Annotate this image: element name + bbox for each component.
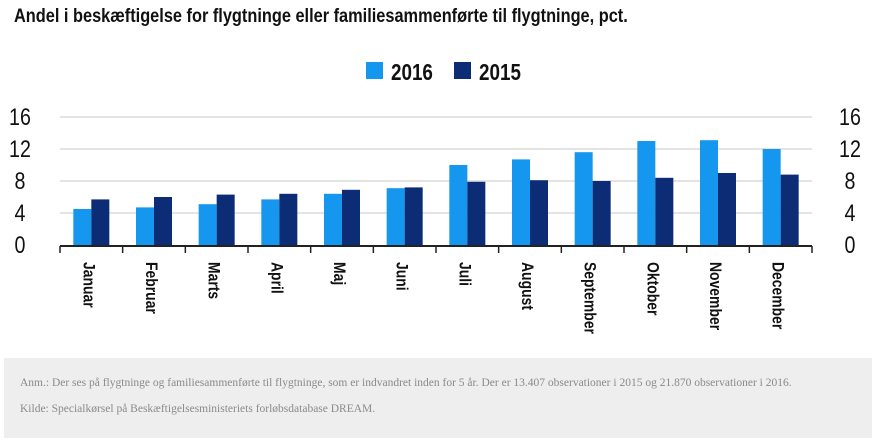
x-tick-label-april: April xyxy=(267,262,286,294)
x-axis xyxy=(59,245,813,253)
x-tick-label-december: December xyxy=(768,262,787,329)
y-tick-label-right: 12 xyxy=(839,135,861,162)
bar-2015-maj xyxy=(342,189,360,245)
x-tick-label-oktober: Oktober xyxy=(643,262,662,315)
legend-swatch-2015 xyxy=(454,62,471,79)
legend-swatch-2016 xyxy=(366,62,383,79)
bar-2015-august xyxy=(530,180,548,245)
x-tick-labels: Januar Februar Marts April Maj Juni Juli August… xyxy=(79,262,787,334)
bar-2015-april xyxy=(279,193,298,245)
bar-2015-marts xyxy=(216,194,235,245)
y-tick-label-left: 4 xyxy=(15,199,26,226)
y-tick-label-left: 16 xyxy=(9,103,31,130)
note-text: Anm.: Der ses på flygtninge og familiesa… xyxy=(20,377,792,389)
chart-title: Andel i beskæftigelse for flygtninge ell… xyxy=(14,6,628,27)
bar-2016-februar xyxy=(136,207,154,245)
bar-2015-juli xyxy=(467,181,486,245)
bar-2016-juni xyxy=(386,188,405,245)
bar-2016-december xyxy=(762,149,781,245)
bar-2016-november xyxy=(700,140,718,245)
bar-2016-oktober xyxy=(637,141,656,245)
bar-2015-februar xyxy=(154,197,172,245)
y-axis-left: 0 4 8 12 16 xyxy=(9,103,31,258)
bar-2015-september xyxy=(592,181,611,245)
y-tick-label-right: 0 xyxy=(845,231,856,258)
y-tick-label-right: 16 xyxy=(839,103,861,130)
bar-2016-september xyxy=(574,152,593,245)
bars xyxy=(73,140,799,245)
y-tick-label-left: 0 xyxy=(15,231,26,258)
bar-2015-juni xyxy=(404,187,423,245)
x-tick-label-marts: Marts xyxy=(204,262,223,299)
y-tick-label-left: 12 xyxy=(9,135,31,162)
bar-2016-marts xyxy=(198,204,217,245)
x-tick-label-september: September xyxy=(580,262,599,334)
bar-2015-november xyxy=(718,173,736,245)
bar-2016-april xyxy=(261,199,280,245)
bar-2016-august xyxy=(512,159,530,245)
gridlines xyxy=(60,116,812,214)
source-text: Kilde: Specialkørsel på Beskæftigelsesmi… xyxy=(20,403,376,415)
bar-chart: 0 4 8 12 16 0 4 8 12 16 Januar Februar Marts April M… xyxy=(9,60,861,334)
chart-note-box: Anm.: Der ses på flygtninge og familiesa… xyxy=(4,358,872,438)
x-tick-label-februar: Februar xyxy=(142,262,161,314)
x-tick-label-maj: Maj xyxy=(330,262,349,285)
bar-2016-juli xyxy=(449,165,468,245)
y-axis-right: 0 4 8 12 16 xyxy=(839,103,861,258)
bar-2015-januar xyxy=(91,199,110,245)
legend: 2016 2015 xyxy=(366,60,521,85)
legend-label-2016: 2016 xyxy=(391,60,433,85)
x-tick-label-juli: Juli xyxy=(455,262,474,286)
x-tick-label-november: November xyxy=(706,262,725,330)
y-tick-label-right: 8 xyxy=(845,167,856,194)
bar-2015-oktober xyxy=(655,177,674,245)
x-tick-label-januar: Januar xyxy=(79,262,98,308)
y-tick-label-left: 8 xyxy=(15,167,26,194)
bar-2016-januar xyxy=(73,209,92,245)
y-tick-label-right: 4 xyxy=(845,199,856,226)
bar-2015-december xyxy=(780,174,799,245)
legend-label-2015: 2015 xyxy=(479,60,521,85)
bar-2016-maj xyxy=(324,193,342,245)
x-tick-label-juni: Juni xyxy=(392,262,411,291)
x-tick-label-august: August xyxy=(518,262,537,310)
